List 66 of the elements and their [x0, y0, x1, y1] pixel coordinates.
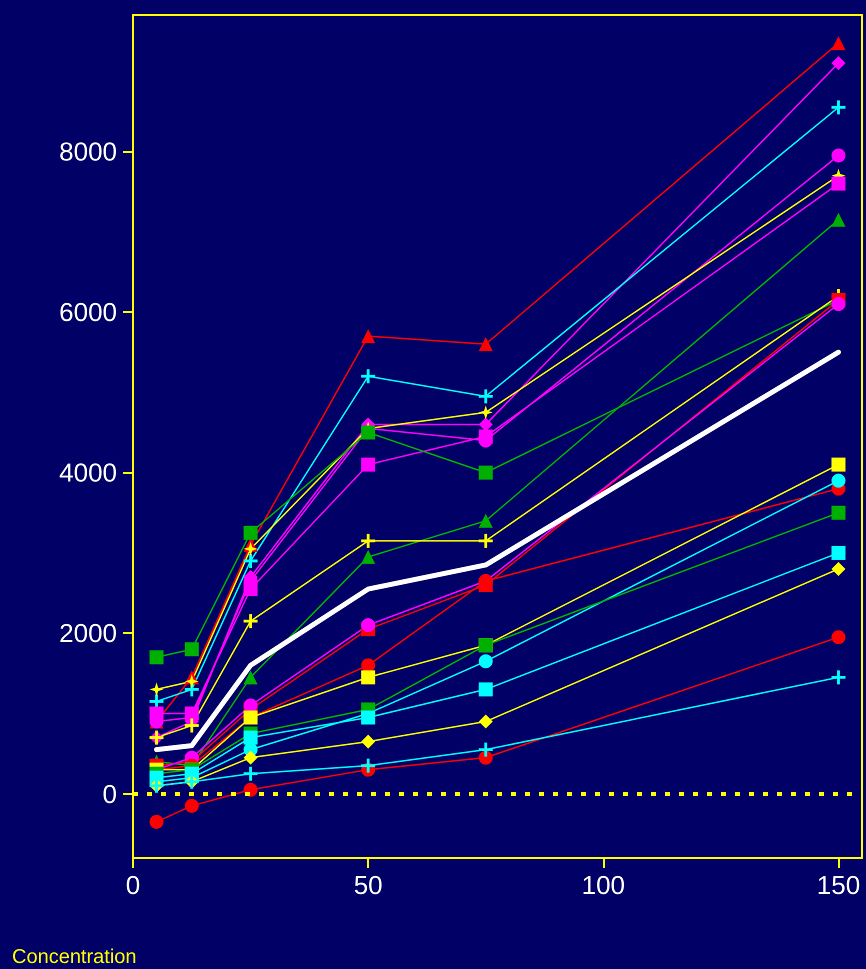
- point: [184, 798, 199, 813]
- point: [831, 36, 846, 50]
- point: [361, 369, 376, 384]
- point: [478, 514, 493, 528]
- point: [831, 212, 846, 227]
- point: [361, 425, 376, 440]
- point: [244, 766, 258, 781]
- point: [478, 682, 493, 696]
- point: [361, 458, 376, 472]
- point: [244, 526, 258, 540]
- point: [244, 698, 258, 712]
- x-tick-label: 0: [126, 870, 140, 900]
- point: [831, 458, 846, 472]
- point: [361, 618, 376, 632]
- x-tick-label: 100: [582, 870, 626, 900]
- point: [832, 474, 846, 488]
- point: [244, 670, 258, 684]
- point: [361, 658, 376, 672]
- point: [478, 742, 493, 757]
- y-tick-label: 0: [102, 778, 117, 809]
- point: [831, 562, 846, 576]
- point: [361, 710, 376, 724]
- point: [478, 337, 493, 352]
- point: [478, 417, 493, 432]
- point: [478, 466, 493, 480]
- point: [478, 405, 493, 420]
- y-tick-label: 6000: [59, 297, 117, 328]
- point: [831, 546, 846, 560]
- point: [361, 329, 376, 344]
- point: [244, 582, 258, 596]
- point: [184, 642, 199, 656]
- point: [832, 297, 846, 312]
- point: [150, 650, 164, 664]
- point: [478, 654, 493, 668]
- point: [831, 100, 846, 114]
- y-tick-label: 4000: [59, 458, 117, 488]
- point: [832, 148, 846, 162]
- point: [831, 670, 846, 684]
- x-tick-label: 50: [354, 870, 383, 900]
- point: [184, 674, 199, 688]
- point: [150, 706, 164, 720]
- x-axis-title: Concentration: [12, 946, 137, 968]
- point: [832, 630, 846, 644]
- point: [244, 730, 258, 745]
- point: [831, 506, 846, 520]
- y-tick-label: 8000: [59, 136, 117, 166]
- point: [244, 614, 258, 628]
- y-tick-label: 2000: [59, 618, 117, 648]
- point: [150, 682, 164, 696]
- point: [361, 534, 376, 548]
- point: [361, 670, 376, 684]
- point: [361, 758, 376, 773]
- point: [831, 56, 846, 70]
- point: [361, 734, 376, 749]
- point: [478, 430, 493, 444]
- point: [244, 542, 258, 556]
- point: [478, 534, 493, 548]
- point: [244, 750, 258, 765]
- point: [831, 176, 846, 191]
- x-tick-label: 150: [816, 870, 860, 900]
- point: [150, 694, 164, 708]
- point: [244, 554, 258, 568]
- point: [478, 389, 493, 404]
- point: [361, 550, 376, 564]
- point: [150, 814, 164, 829]
- point: [478, 714, 493, 729]
